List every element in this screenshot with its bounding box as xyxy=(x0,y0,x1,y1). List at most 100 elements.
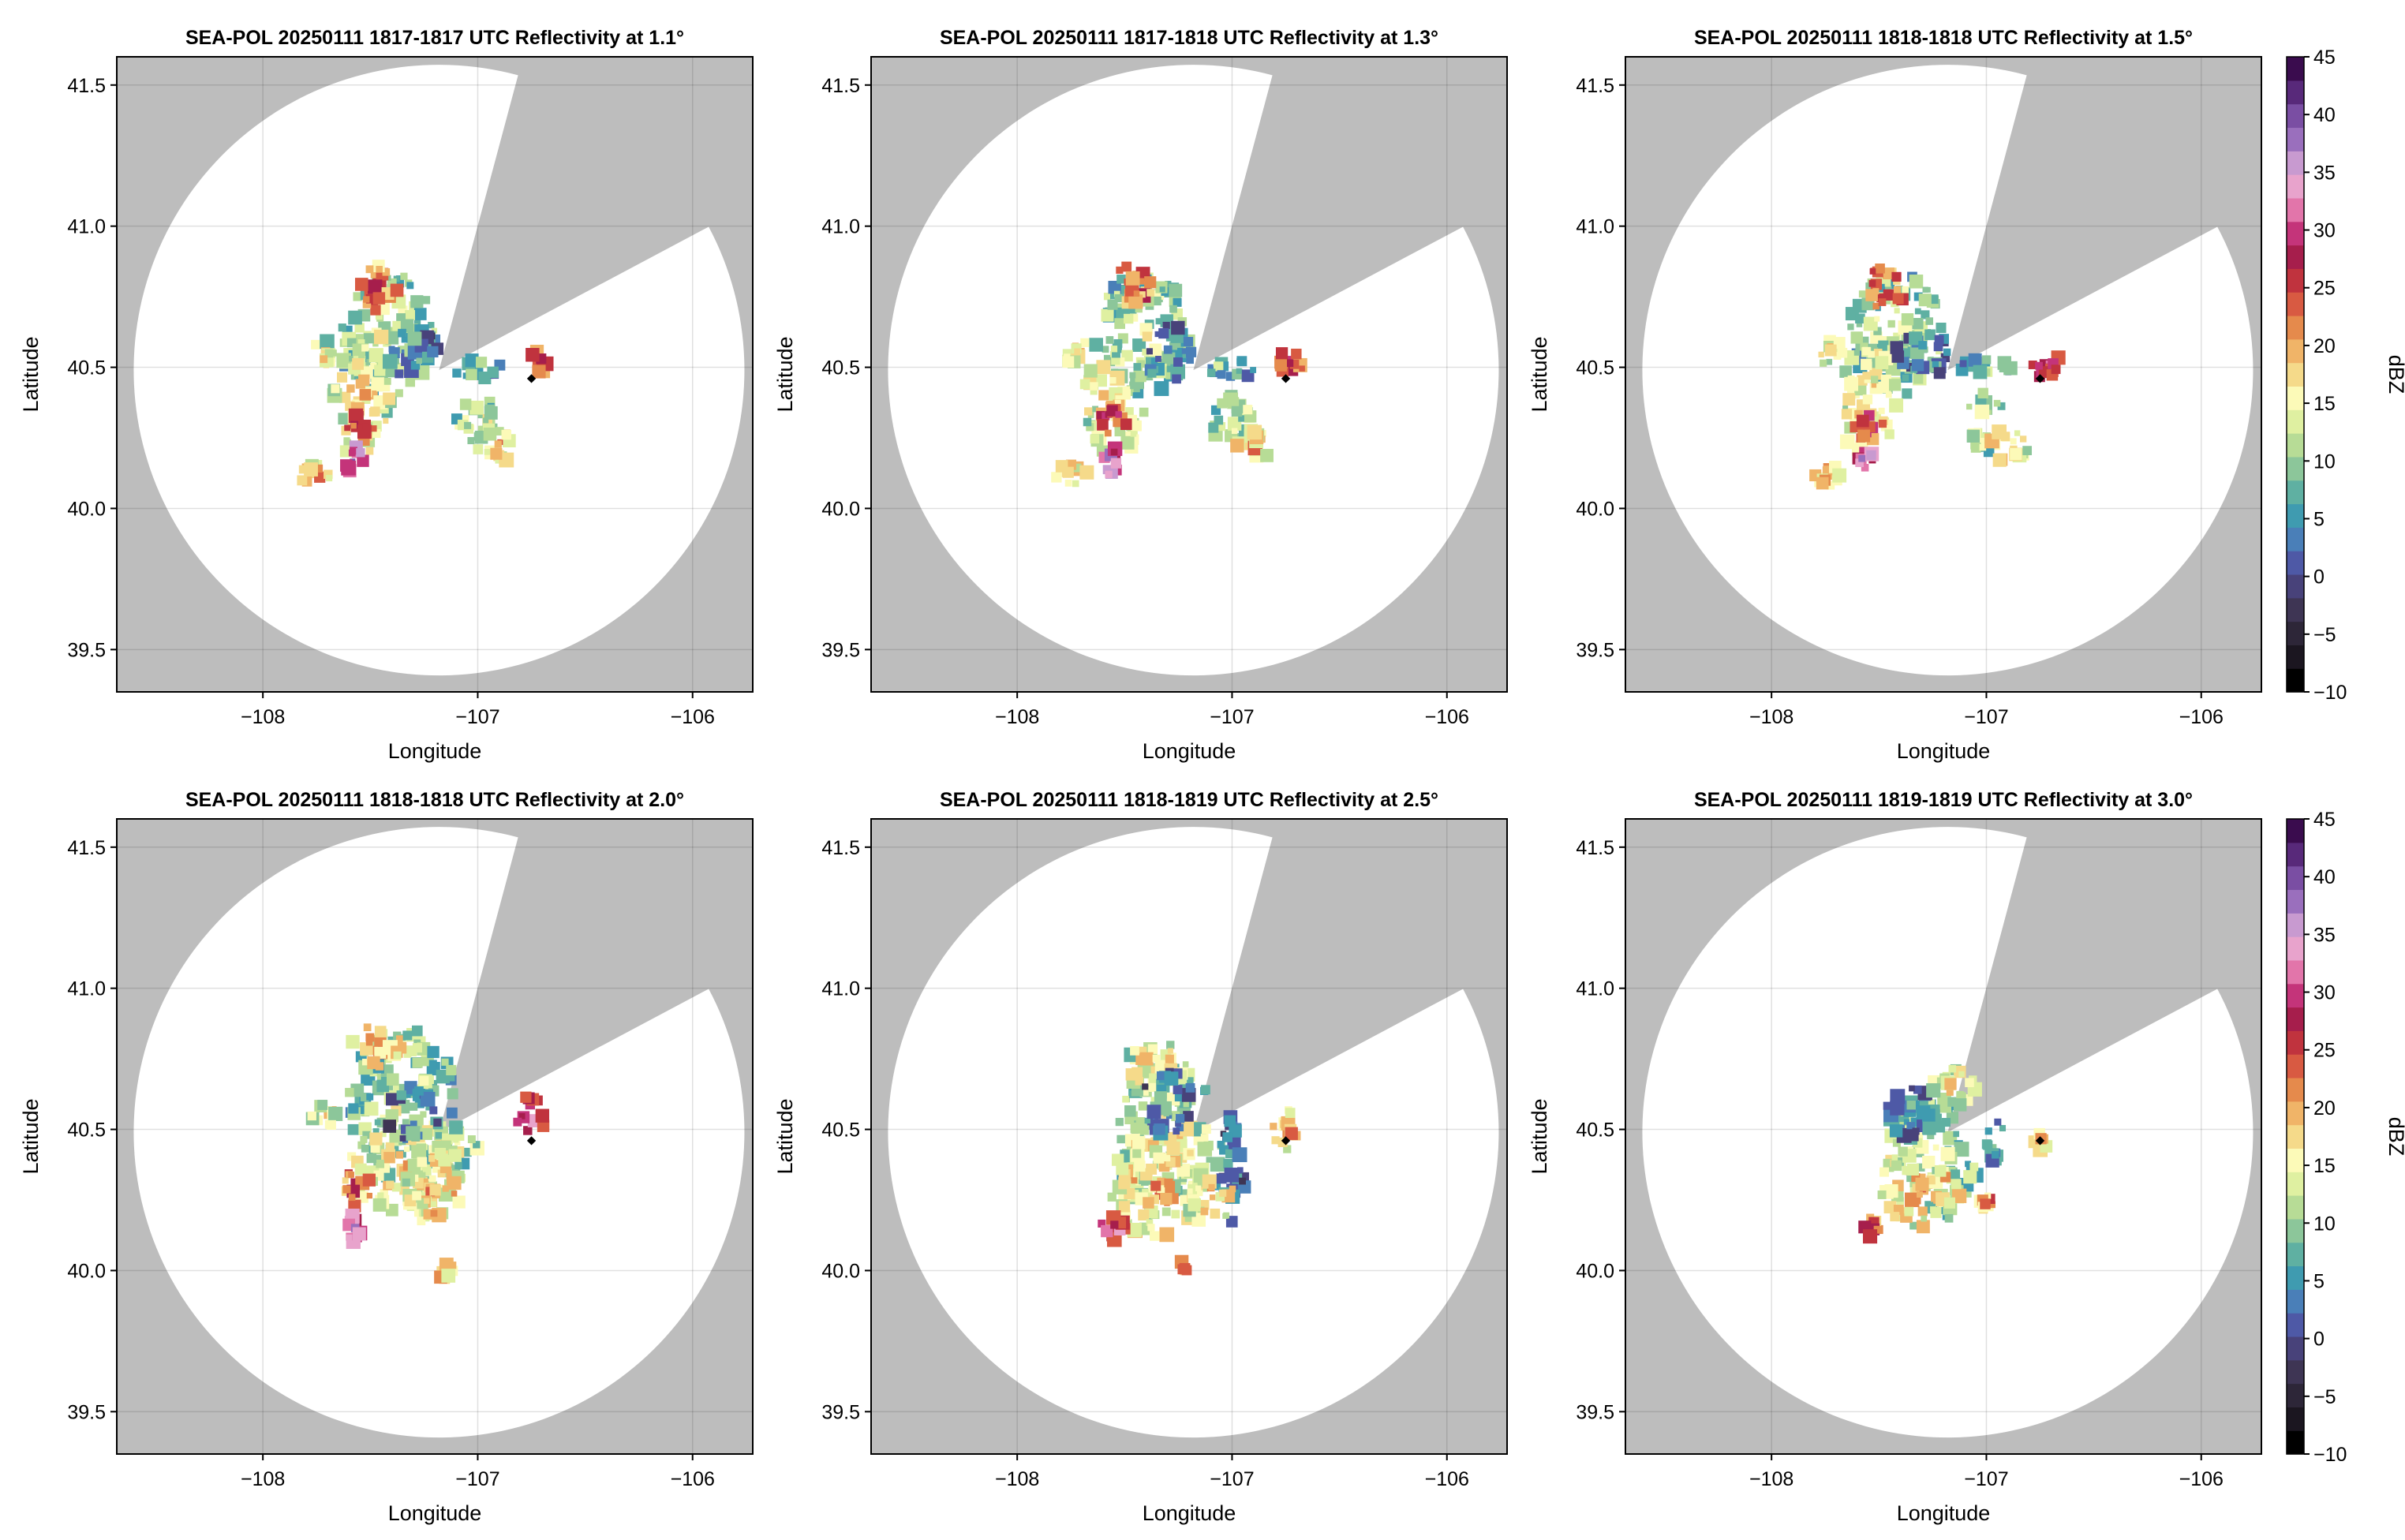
echo-pixel xyxy=(380,1189,388,1198)
echo-pixel xyxy=(1909,1221,1917,1230)
echo-pixel xyxy=(1107,1192,1116,1202)
colorbar-swatch xyxy=(2287,362,2304,387)
echo-pixel xyxy=(1135,1053,1147,1065)
colorbar-swatch xyxy=(2287,103,2304,129)
echo-pixel xyxy=(1064,353,1071,361)
echo-pixel xyxy=(1878,419,1887,428)
echo-pixel xyxy=(382,268,391,276)
echo-pixel xyxy=(1953,1098,1967,1112)
colorbar-frame xyxy=(2286,818,2305,1455)
y-tick-label: 41.0 xyxy=(67,978,106,1000)
echo-pixel xyxy=(372,428,381,439)
echo-pixel xyxy=(398,328,406,338)
echo-pixel xyxy=(449,1120,463,1134)
echo-pixel xyxy=(1913,1196,1921,1205)
echo-pixel xyxy=(1954,1142,1969,1157)
echo-pixel xyxy=(1231,428,1238,434)
plot-area xyxy=(117,819,753,1454)
panel-title: SEA-POL 20250111 1818-1818 UTC Reflectiv… xyxy=(1694,27,2193,49)
echo-pixel xyxy=(362,300,372,308)
echo-pixel xyxy=(484,449,491,455)
echo-pixel xyxy=(1842,406,1849,412)
echo-pixel xyxy=(1890,1212,1900,1222)
colorbar-swatch xyxy=(2287,1124,2304,1149)
echo-pixel xyxy=(1816,477,1829,490)
echo-pixel xyxy=(1922,1121,1936,1135)
echo-pixel xyxy=(1963,1170,1977,1184)
echo-pixel xyxy=(1883,1101,1891,1110)
echo-pixel xyxy=(1152,1054,1161,1063)
echo-pixel xyxy=(1850,331,1863,344)
echo-pixel xyxy=(404,1146,410,1153)
y-tick-label: 39.5 xyxy=(67,1401,106,1423)
echo-pixel xyxy=(386,1073,399,1086)
y-tick-label: 41.5 xyxy=(1576,837,1614,859)
echo-pixel xyxy=(1183,1101,1189,1108)
echo-pixel xyxy=(1862,346,1871,356)
y-tick-label: 40.5 xyxy=(67,357,106,379)
echo-pixel xyxy=(1871,380,1879,388)
echo-pixel xyxy=(1138,1101,1148,1111)
echo-pixel xyxy=(1137,360,1146,368)
echo-pixel xyxy=(1217,422,1226,432)
echo-pixel xyxy=(393,1051,402,1060)
echo-pixel xyxy=(395,369,404,379)
colorbar-tick-label: 25 xyxy=(2313,1040,2336,1062)
echo-pixel xyxy=(360,1093,369,1102)
echo-pixel xyxy=(454,1161,462,1169)
y-tick-label: 39.5 xyxy=(1576,639,1614,661)
echo-pixel xyxy=(1150,1231,1160,1241)
echo-pixel xyxy=(1135,305,1143,313)
echo-pixel xyxy=(412,1191,421,1201)
echo-pixel xyxy=(1175,1120,1182,1127)
echo-pixel xyxy=(373,329,389,345)
colorbar-swatch xyxy=(2287,1289,2304,1314)
echo-pixel xyxy=(1906,1100,1916,1110)
echo-pixel xyxy=(406,282,414,290)
colorbar-swatch xyxy=(2287,433,2304,458)
echo-pixel xyxy=(385,331,399,345)
echo-pixel xyxy=(495,456,503,464)
echo-pixel xyxy=(1162,321,1170,330)
echo-pixel xyxy=(1876,383,1883,391)
colorbar-swatch xyxy=(2287,174,2304,199)
echo-pixel xyxy=(1131,1136,1146,1149)
echo-pixel xyxy=(350,1178,358,1186)
echo-pixel xyxy=(1159,286,1165,293)
echo-pixel xyxy=(428,322,435,329)
echo-pixel xyxy=(414,1086,424,1096)
echo-pixel xyxy=(429,1106,438,1115)
echo-pixel xyxy=(1110,1220,1119,1229)
echo-pixel xyxy=(1983,446,1995,458)
echo-pixel xyxy=(1934,335,1944,345)
echo-pixel xyxy=(1125,407,1134,416)
echo-pixel xyxy=(1157,1084,1167,1094)
echo-pixel xyxy=(361,1144,369,1153)
colorbar-swatch xyxy=(2287,221,2304,246)
echo-pixel xyxy=(1106,405,1118,417)
plot-area xyxy=(1625,57,2261,692)
echo-pixel xyxy=(1909,1085,1915,1092)
echo-pixel xyxy=(1195,1185,1202,1191)
colorbar-swatch xyxy=(2287,645,2304,669)
echo-pixel xyxy=(1927,1131,1935,1140)
echo-pixel xyxy=(383,392,395,406)
colorbar-swatch xyxy=(2287,865,2304,891)
echo-pixel xyxy=(1225,372,1236,381)
echo-pixel xyxy=(1918,341,1928,349)
echo-pixel xyxy=(1203,1140,1214,1151)
echo-pixel xyxy=(1898,1146,1908,1157)
echo-pixel xyxy=(1906,1163,1919,1176)
colorbar-swatch xyxy=(2287,1195,2304,1220)
echo-pixel xyxy=(2010,438,2017,445)
echo-pixel xyxy=(1114,399,1121,406)
echo-pixel xyxy=(380,1074,387,1081)
x-tick-label: −107 xyxy=(1964,1468,2008,1490)
echo-pixel xyxy=(1146,348,1153,355)
echo-pixel xyxy=(1820,359,1827,367)
echo-pixel xyxy=(1181,1190,1189,1198)
echo-pixel xyxy=(1169,305,1177,313)
colorbar-tick-label: −5 xyxy=(2313,624,2336,646)
echo-pixel xyxy=(1096,360,1111,375)
